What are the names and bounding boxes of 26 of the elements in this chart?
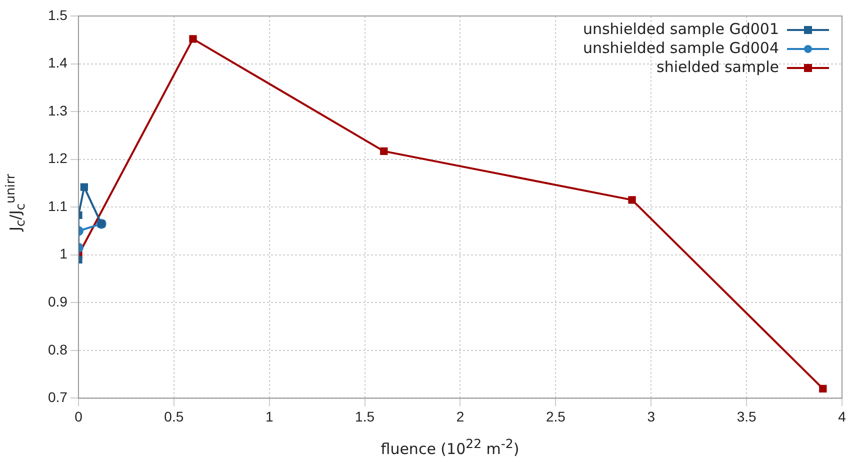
point: [189, 35, 197, 43]
y-tick-label: 0.8: [48, 341, 68, 358]
x-tick-label: 3: [647, 408, 656, 424]
y-tick-label: 1.5: [48, 6, 68, 23]
x-tick-label: 2.5: [546, 408, 566, 424]
y-tick-label: 0.7: [48, 389, 68, 406]
x-tick-label: 1: [265, 408, 274, 424]
y-tick-label: 1.4: [48, 54, 68, 71]
x-tick-label: 1.5: [355, 408, 375, 424]
x-tick-label: 0.5: [164, 408, 184, 424]
y-tick-label: 1.2: [48, 150, 68, 166]
x-tick-label: 3.5: [736, 408, 756, 424]
y-tick-label: 1.1: [48, 198, 68, 214]
point: [819, 384, 827, 392]
y-tick-label: 1: [60, 246, 68, 262]
point: [380, 147, 388, 156]
legend-label: unshielded sample Gd004: [582, 38, 779, 57]
x-axis-title: fluence (10$^{22}$ m$^{-2}$): [380, 436, 520, 458]
y-tick-label: 1.3: [48, 102, 68, 118]
x-tick-label: 0: [74, 408, 83, 424]
legend-label: shielded sample: [656, 58, 779, 76]
legend-label: unshielded sample Gd001: [582, 20, 779, 38]
y-tick-label: 0.9: [48, 294, 68, 310]
x-tick-label: 4: [838, 408, 846, 424]
x-tick-label: 2: [456, 408, 464, 424]
point: [628, 196, 636, 204]
